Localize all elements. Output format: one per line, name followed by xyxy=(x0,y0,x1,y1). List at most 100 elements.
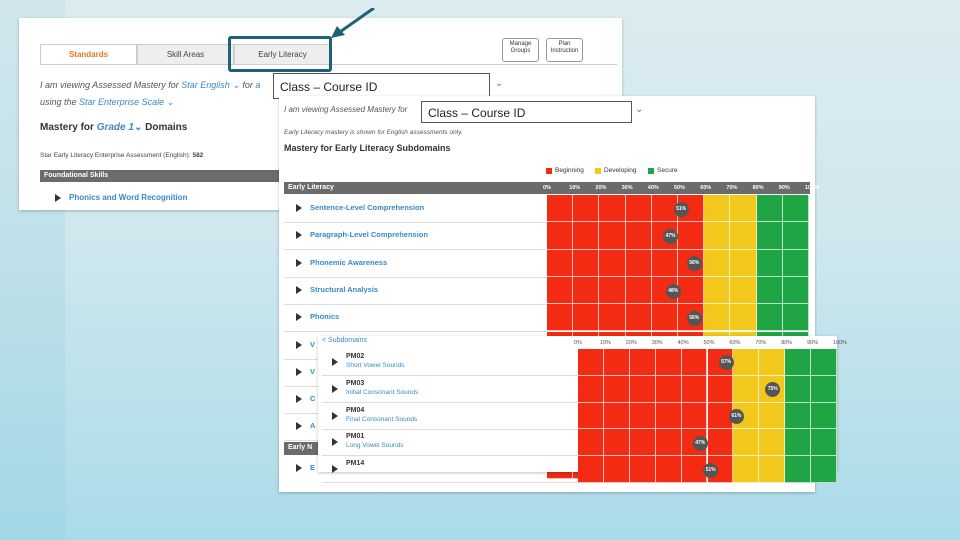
expand-arrow-icon[interactable] xyxy=(332,384,338,393)
tick-label: 90% xyxy=(778,185,790,191)
manage-groups-button[interactable]: Manage Groups xyxy=(502,38,539,62)
grid-cell xyxy=(655,429,682,457)
grid-cell xyxy=(782,304,809,332)
back-to-subdomains-link[interactable]: < Subdomains xyxy=(322,337,367,344)
expand-arrow-icon[interactable] xyxy=(332,438,338,447)
grid-cell xyxy=(547,249,574,277)
score-badge: 47% xyxy=(663,228,679,244)
grid-cell xyxy=(730,195,757,223)
score-badge: 57% xyxy=(718,355,734,371)
grid-cell xyxy=(573,304,600,332)
grid-cell xyxy=(811,402,837,430)
tick-label: 100% xyxy=(805,185,820,191)
grid-cell xyxy=(811,429,837,457)
expand-arrow-icon[interactable] xyxy=(296,340,302,349)
subdomain-row-label[interactable]: C xyxy=(310,394,316,404)
class-course-select-2[interactable]: Class – Course ID xyxy=(421,101,632,123)
grid-cell xyxy=(603,456,630,483)
grid-cell xyxy=(759,402,786,430)
grid-cell xyxy=(651,304,678,332)
scale-line: using the Star Enterprise Scale ⌄ xyxy=(40,97,175,107)
skill-name[interactable]: Short Vowel Sounds xyxy=(346,362,405,369)
scale-select[interactable]: Star Enterprise Scale xyxy=(79,97,165,107)
grid-cell xyxy=(629,402,656,430)
grid-cell xyxy=(573,249,600,277)
skill-name[interactable]: Final Consonant Sounds xyxy=(346,415,418,423)
tick-label: 20% xyxy=(625,340,637,346)
expand-arrow-icon[interactable] xyxy=(332,358,338,366)
grid-cell xyxy=(756,249,783,277)
grid-cell xyxy=(599,304,626,332)
pointer-arrow-icon xyxy=(331,8,375,38)
grade-select[interactable]: Grade 1 xyxy=(96,122,134,133)
score-badge: 56% xyxy=(686,256,702,272)
expand-arrow-icon[interactable] xyxy=(296,231,302,240)
grid-cell xyxy=(782,195,809,223)
score-badge: 48% xyxy=(665,283,681,299)
expand-arrow-icon[interactable] xyxy=(296,367,302,376)
class-course-select[interactable]: Class – Course ID xyxy=(273,73,490,99)
grid-cell xyxy=(704,304,731,332)
subdomain-row-label[interactable]: Phonemic Awareness xyxy=(310,257,388,267)
expand-arrow-icon[interactable] xyxy=(296,204,302,212)
grid-cell xyxy=(629,456,656,483)
mastery-heading: Mastery for Grade 1⌄ Domains xyxy=(40,122,188,133)
subdomain-row-label[interactable]: Sentence-Level Comprehension xyxy=(310,203,425,212)
chevron-down-icon[interactable]: ⌄ xyxy=(495,78,504,89)
grid-cell xyxy=(811,375,837,403)
expand-arrow-icon[interactable] xyxy=(296,285,302,294)
grid-cell xyxy=(707,375,734,403)
grid-cell xyxy=(759,456,786,483)
expand-arrow-icon[interactable] xyxy=(296,258,302,267)
tab-bar: Standards Skill Areas Early Literacy xyxy=(40,44,617,65)
tab-standards[interactable]: Standards xyxy=(40,44,137,64)
grid-cell xyxy=(547,195,574,223)
subdomain-row-label[interactable]: V xyxy=(310,339,316,349)
expand-arrow-icon[interactable] xyxy=(332,465,338,474)
grid-cell xyxy=(625,222,652,250)
row-divider xyxy=(284,276,547,278)
expand-arrow-icon[interactable] xyxy=(55,194,61,202)
subdomain-row-label[interactable]: Paragraph-Level Comprehension xyxy=(310,230,428,240)
grid-cell xyxy=(759,349,786,376)
expand-arrow-icon[interactable] xyxy=(296,422,302,431)
grid-cell xyxy=(578,456,604,483)
tab-skill-areas[interactable]: Skill Areas xyxy=(137,44,234,64)
grid-cell xyxy=(756,222,783,250)
product-select[interactable]: Star English xyxy=(181,80,230,90)
subdomain-row-label[interactable]: E xyxy=(310,463,316,472)
skill-name[interactable]: Initial Consonant Sounds xyxy=(346,388,419,396)
plan-instruction-button[interactable]: Plan Instruction xyxy=(546,38,583,62)
legend-secure-swatch xyxy=(648,168,654,174)
grid-cell xyxy=(782,276,809,305)
expand-arrow-icon[interactable] xyxy=(332,411,338,420)
grid-cell xyxy=(578,375,604,403)
subdomain-row-label[interactable]: A xyxy=(310,421,316,431)
grid-cell xyxy=(678,222,705,250)
tick-label: 10% xyxy=(599,340,611,346)
subdomain-row-label[interactable]: Structural Analysis xyxy=(310,284,379,294)
grid-cell xyxy=(578,402,604,430)
grid-cell xyxy=(756,304,783,332)
grid-cell xyxy=(811,349,837,376)
row-divider xyxy=(284,303,547,305)
subdomain-row-label[interactable]: V xyxy=(310,366,316,376)
tick-label: 80% xyxy=(752,185,764,191)
tick-label: 80% xyxy=(781,340,793,346)
expand-arrow-icon[interactable] xyxy=(296,464,302,472)
subdomain-row-label[interactable]: Phonics xyxy=(310,312,340,322)
row-phonics-word-recognition[interactable]: Phonics and Word Recognition xyxy=(69,193,188,202)
row-divider xyxy=(322,428,578,430)
grid-cell xyxy=(547,276,574,305)
tick-label: 40% xyxy=(677,340,689,346)
section-header: Foundational Skills xyxy=(40,170,300,182)
grid-cell xyxy=(603,349,630,376)
expand-arrow-icon[interactable] xyxy=(296,395,302,404)
chevron-down-icon-2[interactable]: ⌄ xyxy=(635,104,644,115)
tick-label: 10% xyxy=(569,185,581,191)
skill-name[interactable]: Long Vowel Sounds xyxy=(346,442,404,450)
grid-cell xyxy=(681,402,708,430)
expand-arrow-icon[interactable] xyxy=(296,313,302,322)
grid-cell xyxy=(629,429,656,457)
grid-cell xyxy=(603,429,630,457)
